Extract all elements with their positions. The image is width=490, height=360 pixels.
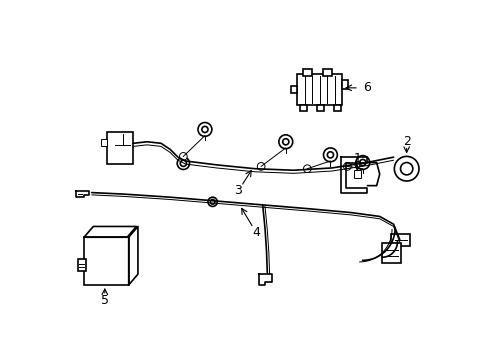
Circle shape (179, 153, 187, 160)
Circle shape (279, 135, 293, 149)
Bar (78, 259, 86, 271)
Bar (297, 74, 342, 105)
Text: 2: 2 (403, 135, 411, 148)
Bar (291, 86, 297, 93)
Bar (392, 234, 410, 247)
Circle shape (202, 126, 208, 132)
Text: 3: 3 (234, 184, 242, 197)
Bar (317, 105, 324, 111)
Circle shape (323, 148, 337, 162)
Circle shape (327, 152, 334, 158)
Circle shape (198, 122, 212, 136)
Circle shape (303, 165, 311, 172)
Bar (107, 132, 133, 164)
Circle shape (177, 157, 190, 170)
Circle shape (257, 163, 265, 170)
Bar (323, 69, 332, 76)
Bar (300, 105, 307, 111)
Bar (303, 69, 312, 76)
Bar (354, 170, 361, 178)
Bar (334, 105, 341, 111)
Text: 4: 4 (252, 226, 261, 239)
Bar (342, 80, 348, 89)
Circle shape (400, 163, 413, 175)
Bar (84, 237, 129, 285)
Text: 6: 6 (363, 81, 370, 94)
Circle shape (210, 199, 215, 204)
Circle shape (208, 197, 217, 206)
Bar (101, 139, 107, 145)
Circle shape (283, 139, 289, 145)
Circle shape (180, 160, 187, 166)
Text: 5: 5 (101, 294, 109, 307)
Circle shape (343, 163, 351, 170)
Circle shape (360, 159, 366, 166)
Bar (382, 243, 400, 263)
Text: 1: 1 (353, 152, 361, 165)
Circle shape (394, 156, 419, 181)
Circle shape (356, 156, 370, 170)
